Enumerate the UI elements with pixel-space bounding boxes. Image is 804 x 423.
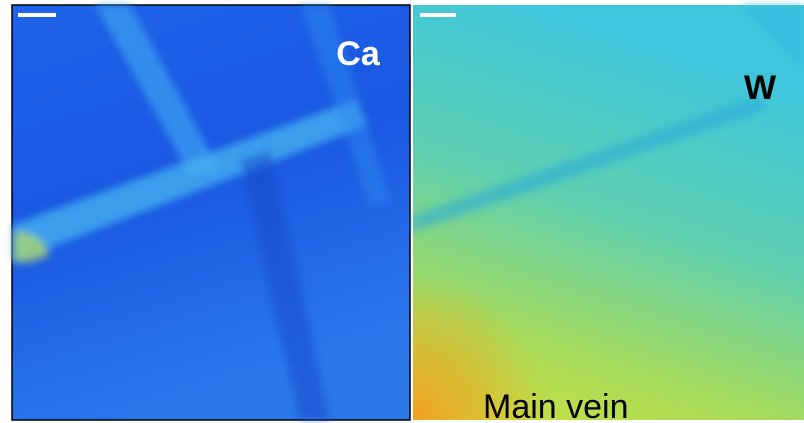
- figure: Ca W Main vein: [0, 0, 804, 423]
- scale-bar: [18, 13, 56, 17]
- element-label: Ca: [336, 35, 381, 73]
- element-label: W: [744, 69, 777, 107]
- annotation: Main vein: [483, 388, 629, 423]
- scale-bar: [420, 13, 456, 17]
- w-panel: W Main vein: [413, 5, 804, 423]
- w-map-shade: [413, 5, 804, 420]
- ca-panel: Ca: [12, 5, 410, 420]
